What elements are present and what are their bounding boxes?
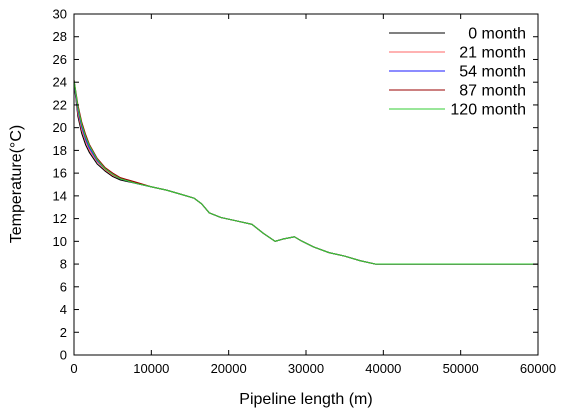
legend-label-87-month: 87 month [459,83,526,100]
x-tick-label: 20000 [211,361,247,376]
x-tick-label: 50000 [443,361,479,376]
y-tick-label: 30 [53,7,67,22]
y-axis-label: Temperature(°C) [8,125,25,243]
legend: 0 month 21 month 54 month 87 month 120 month [389,26,526,119]
y-tick-label: 10 [53,234,67,249]
x-tick-label: 40000 [365,361,401,376]
series-line-120-month [73,79,538,265]
y-tick-label: 18 [53,143,67,158]
y-tick-label: 14 [53,188,67,203]
legend-label-0-month: 0 month [468,26,526,43]
y-tick-label: 12 [53,211,67,226]
x-axis-label: Pipeline length (m) [239,391,372,408]
y-tick-label: 22 [53,97,67,112]
y-tick-label: 20 [53,120,67,135]
y-tick-label: 2 [60,325,67,340]
y-tick-label: 8 [60,257,67,272]
x-tick-label: 0 [70,361,77,376]
x-tick-label: 60000 [520,361,556,376]
x-tick-label: 10000 [133,361,169,376]
legend-label-54-month: 54 month [459,64,526,81]
y-tick-label: 16 [53,166,67,181]
y-tick-label: 4 [60,302,67,317]
legend-label-120-month: 120 month [450,102,526,119]
y-tick-label: 6 [60,279,67,294]
series-layer [73,79,538,265]
y-tick-label: 0 [60,348,67,363]
legend-label-21-month: 21 month [459,45,526,62]
y-tick-label: 26 [53,52,67,67]
y-tick-label: 28 [53,29,67,44]
x-tick-label: 30000 [288,361,324,376]
axis-ticks: 0 10000 20000 30000 40000 50000 60000024681012… [53,7,557,377]
y-tick-label: 24 [53,75,67,90]
